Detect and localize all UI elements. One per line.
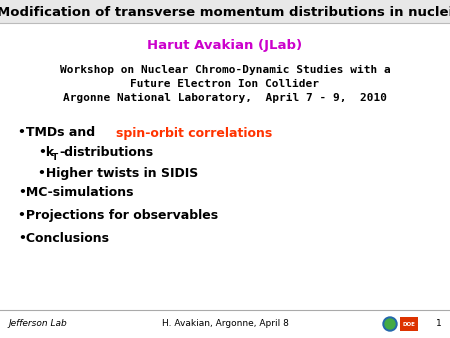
Text: Jefferson Lab: Jefferson Lab (8, 319, 67, 329)
Text: Modification of transverse momentum distributions in nuclei: Modification of transverse momentum dist… (0, 5, 450, 19)
Text: •Conclusions: •Conclusions (18, 233, 109, 245)
Text: Harut Avakian (JLab): Harut Avakian (JLab) (148, 40, 302, 52)
Text: spin-orbit correlations: spin-orbit correlations (116, 126, 272, 140)
Text: •MC-simulations: •MC-simulations (18, 187, 134, 199)
Text: Future Electron Ion Collider: Future Electron Ion Collider (130, 79, 320, 89)
Circle shape (383, 317, 397, 331)
Text: •TMDs and: •TMDs and (18, 126, 99, 140)
Text: T: T (52, 152, 58, 162)
Text: -distributions: -distributions (59, 146, 153, 160)
Text: H. Avakian, Argonne, April 8: H. Avakian, Argonne, April 8 (162, 319, 288, 329)
Text: Workshop on Nuclear Chromo-Dynamic Studies with a: Workshop on Nuclear Chromo-Dynamic Studi… (59, 65, 391, 75)
Bar (0, 0, 450, 23)
Circle shape (385, 319, 395, 329)
Text: DOE: DOE (403, 321, 415, 327)
Text: 1: 1 (436, 319, 442, 329)
Bar (400, 317, 418, 331)
Text: •Higher twists in SIDIS: •Higher twists in SIDIS (38, 167, 198, 179)
Text: •Projections for observables: •Projections for observables (18, 210, 218, 222)
Text: Argonne National Laboratory,  April 7 - 9,  2010: Argonne National Laboratory, April 7 - 9… (63, 93, 387, 103)
Text: •k: •k (38, 146, 54, 160)
